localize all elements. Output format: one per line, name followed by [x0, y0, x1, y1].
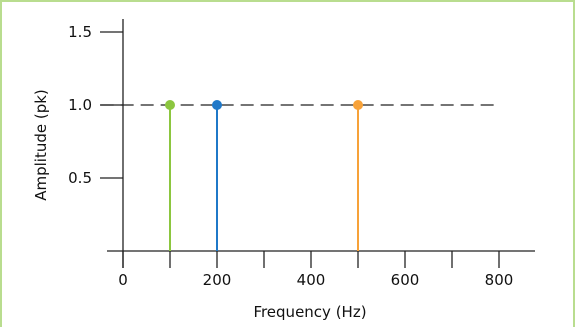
x-tick-label: 800: [485, 271, 514, 289]
axes: 0 200 400 600 800 0.5 1.0 1.5: [68, 19, 535, 289]
x-tick-label: 400: [297, 271, 326, 289]
y-tick-label: 0.5: [68, 169, 92, 187]
y-tick-label: 1.5: [68, 23, 92, 41]
stem-point: [353, 100, 363, 110]
x-axis-label: Frequency (Hz): [253, 303, 366, 321]
stem-point: [212, 100, 222, 110]
x-tick-label: 200: [203, 271, 232, 289]
x-tick-label: 600: [391, 271, 420, 289]
y-axis-label: Amplitude (pk): [32, 89, 50, 201]
stem-point: [165, 100, 175, 110]
y-tick-label: 1.0: [68, 96, 92, 114]
x-tick-label: 0: [118, 271, 128, 289]
chart-marks: [100, 100, 499, 251]
